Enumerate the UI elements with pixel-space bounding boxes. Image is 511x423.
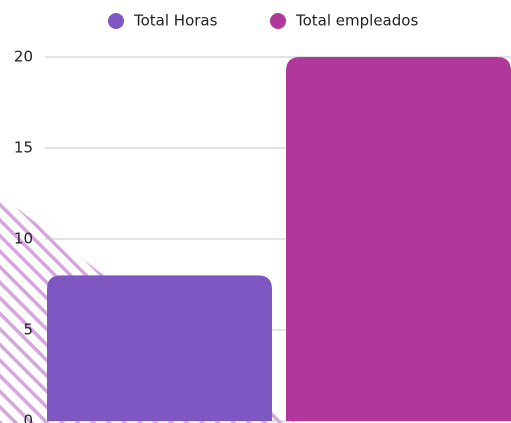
y-tick-label: 0 [23, 412, 33, 423]
legend-label: Total empleados [295, 12, 418, 30]
y-tick-label: 20 [14, 48, 33, 66]
y-tick-label: 10 [14, 230, 33, 248]
y-tick-label: 15 [14, 139, 33, 157]
legend-label: Total Horas [133, 12, 218, 30]
y-tick-label: 5 [23, 321, 33, 339]
legend-marker [108, 13, 124, 29]
bar [286, 57, 511, 421]
bar [47, 275, 272, 421]
legend-marker [270, 13, 286, 29]
